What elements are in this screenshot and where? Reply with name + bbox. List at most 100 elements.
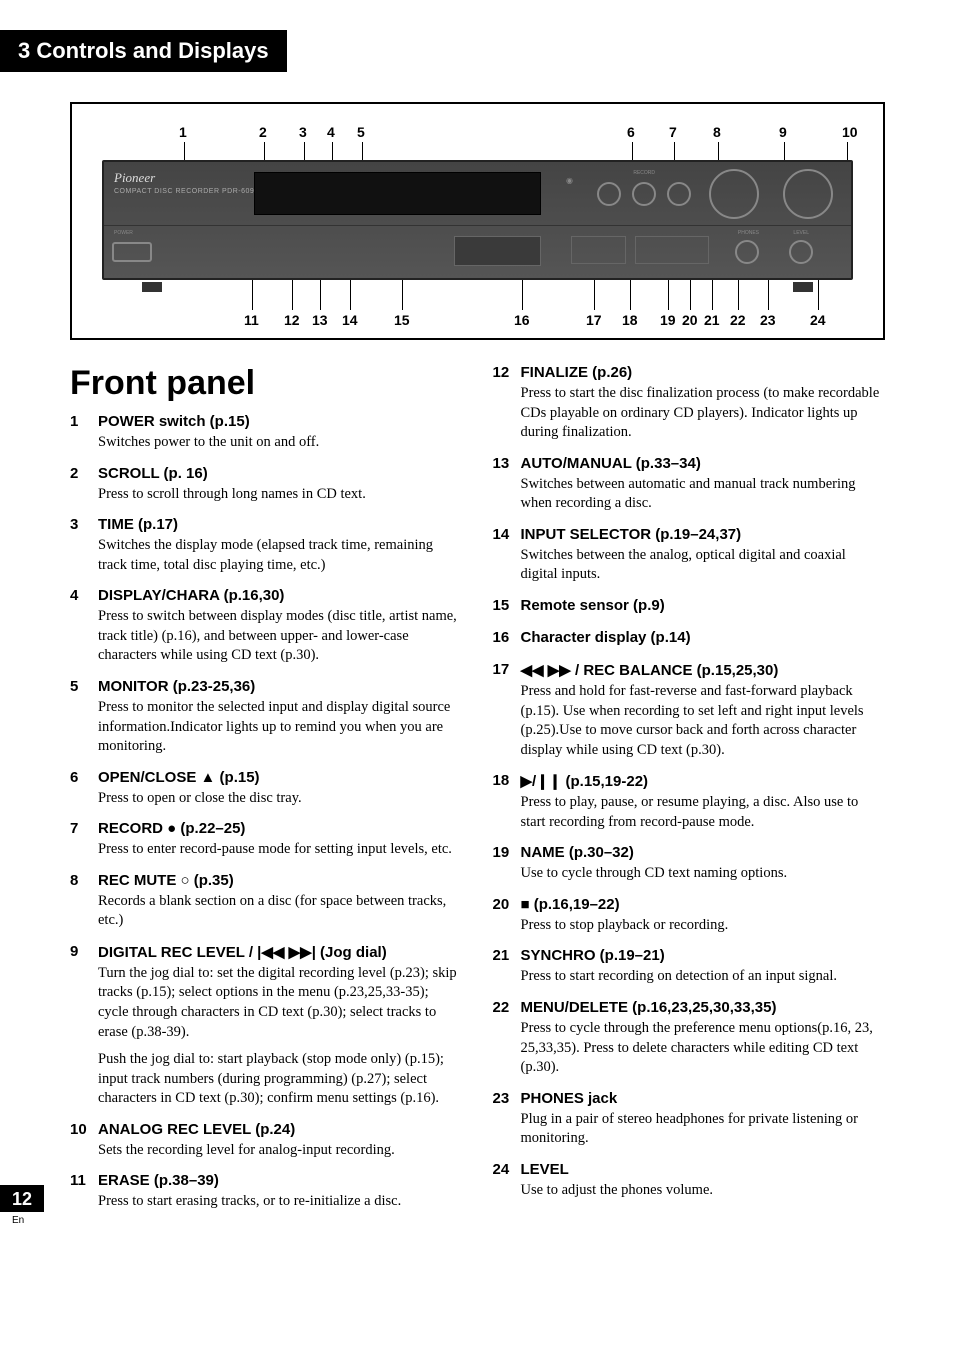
rec-mute-button [667,182,691,206]
button-cluster-2 [635,236,709,264]
item-title: POWER switch (p.15) [98,413,463,430]
item-title: AUTO/MANUAL (p.33–34) [521,455,886,472]
item-number: 24 [493,1161,521,1201]
item-title: ANALOG REC LEVEL (p.24) [98,1121,463,1138]
callout-number: 16 [514,312,530,328]
callout-number: 22 [730,312,746,328]
callout-number: 3 [299,124,307,140]
item-title: DIGITAL REC LEVEL / |◀◀ ▶▶| (Jog dial) [98,943,463,961]
item-title: MONITOR (p.23-25,36) [98,678,463,695]
control-item: 2SCROLL (p. 16)Press to scroll through l… [70,465,463,505]
item-number: 22 [493,999,521,1078]
control-item: 8REC MUTE ○ (p.35)Records a blank sectio… [70,872,463,931]
open-close-button [597,182,621,206]
callout-number: 13 [312,312,328,328]
item-title: MENU/DELETE (p.16,23,25,30,33,35) [521,999,886,1016]
item-number: 5 [70,678,98,757]
item-description: Press and hold for fast-reverse and fast… [521,682,886,760]
callout-number: 12 [284,312,300,328]
display-panel [254,172,541,215]
item-number: 12 [493,364,521,443]
control-item: 23PHONES jackPlug in a pair of stereo he… [493,1090,886,1149]
item-description: Switches between automatic and manual tr… [521,475,886,514]
item-description: Switches the display mode (elapsed track… [98,536,463,575]
callout-number: 2 [259,124,267,140]
record-button [632,182,656,206]
item-title: ■ (p.16,19–22) [521,896,886,913]
item-description: Press to start erasing tracks, or to re-… [98,1192,463,1212]
item-title: ◀◀ ▶▶ / REC BALANCE (p.15,25,30) [521,661,886,679]
control-item: 3TIME (p.17) Switches the display mode (e… [70,516,463,575]
item-title: TIME (p.17) [98,516,463,533]
item-description: Turn the jog dial to: set the digital re… [98,964,463,1042]
control-item: 6OPEN/CLOSE ▲ (p.15)Press to open or clo… [70,769,463,809]
cd-logo: ◉ [566,176,573,185]
control-item: 13AUTO/MANUAL (p.33–34)Switches between … [493,455,886,514]
callout-number: 10 [842,124,858,140]
item-number: 14 [493,526,521,585]
item-description: Press to start the disc finalization pro… [521,384,886,443]
item-title: REC MUTE ○ (p.35) [98,872,463,889]
unit-foot [142,282,162,292]
disc-tray [454,236,541,266]
item-title: NAME (p.30–32) [521,844,886,861]
item-title: Character display (p.14) [521,629,886,646]
item-title: INPUT SELECTOR (p.19–24,37) [521,526,886,543]
item-number: 9 [70,943,98,1109]
control-item: 12FINALIZE (p.26) Press to start the disc… [493,364,886,443]
level-tiny-label: LEVEL [793,230,809,236]
item-description: Press to open or close the disc tray. [98,789,463,809]
page-number: 12 [0,1185,44,1212]
item-description: Use to cycle through CD text naming opti… [521,864,886,884]
control-item: 22MENU/DELETE (p.16,23,25,30,33,35) Press… [493,999,886,1078]
item-number: 10 [70,1121,98,1161]
control-item: 24LEVELUse to adjust the phones volume. [493,1161,886,1201]
callout-number: 19 [660,312,676,328]
item-number: 20 [493,896,521,936]
callout-number: 4 [327,124,335,140]
item-description: Press to scroll through long names in CD… [98,485,463,505]
item-description: Press to monitor the selected input and … [98,698,463,757]
item-title: Remote sensor (p.9) [521,597,886,614]
item-title: ▶/❙❙ (p.15,19-22) [521,772,886,790]
item-description: Press to cycle through the preference me… [521,1019,886,1078]
callout-number: 9 [779,124,787,140]
item-number: 16 [493,629,521,649]
item-number: 7 [70,820,98,860]
item-description: Records a blank section on a disc (for s… [98,892,463,931]
item-number: 17 [493,661,521,760]
analog-level-knob [783,169,833,219]
section-title: Front panel [70,364,463,403]
callout-number: 21 [704,312,720,328]
item-number: 1 [70,413,98,453]
control-item: 4DISPLAY/CHARA (p.16,30)Press to switch … [70,587,463,666]
control-item: 16Character display (p.14) [493,629,886,649]
item-title: ERASE (p.38–39) [98,1172,463,1189]
item-description: Switches power to the unit on and off. [98,433,463,453]
phones-jack [735,240,759,264]
item-number: 11 [70,1172,98,1212]
control-item: 18▶/❙❙ (p.15,19-22)Press to play, pause,… [493,772,886,832]
right-column: 12FINALIZE (p.26) Press to start the disc… [493,364,886,1224]
callout-number: 5 [357,124,365,140]
front-panel-diagram: 12345678910 Pioneer COMPACT DISC RECORDE… [70,102,885,340]
item-number: 3 [70,516,98,575]
control-item: 14INPUT SELECTOR (p.19–24,37)Switches be… [493,526,886,585]
item-description: Push the jog dial to: start playback (st… [98,1050,463,1109]
item-number: 23 [493,1090,521,1149]
callout-number: 17 [586,312,602,328]
item-description: Sets the recording level for analog-inpu… [98,1141,463,1161]
item-title: LEVEL [521,1161,886,1178]
control-item: 10ANALOG REC LEVEL (p.24) Sets the record… [70,1121,463,1161]
button-cluster-1 [571,236,626,264]
record-tiny-label: RECORD [633,170,655,176]
item-number: 19 [493,844,521,884]
level-knob [789,240,813,264]
control-item: 7RECORD ● (p.22–25)Press to enter record… [70,820,463,860]
callout-number: 23 [760,312,776,328]
item-number: 15 [493,597,521,617]
control-item: 15Remote sensor (p.9) [493,597,886,617]
item-title: SCROLL (p. 16) [98,465,463,482]
item-number: 18 [493,772,521,832]
item-title: FINALIZE (p.26) [521,364,886,381]
